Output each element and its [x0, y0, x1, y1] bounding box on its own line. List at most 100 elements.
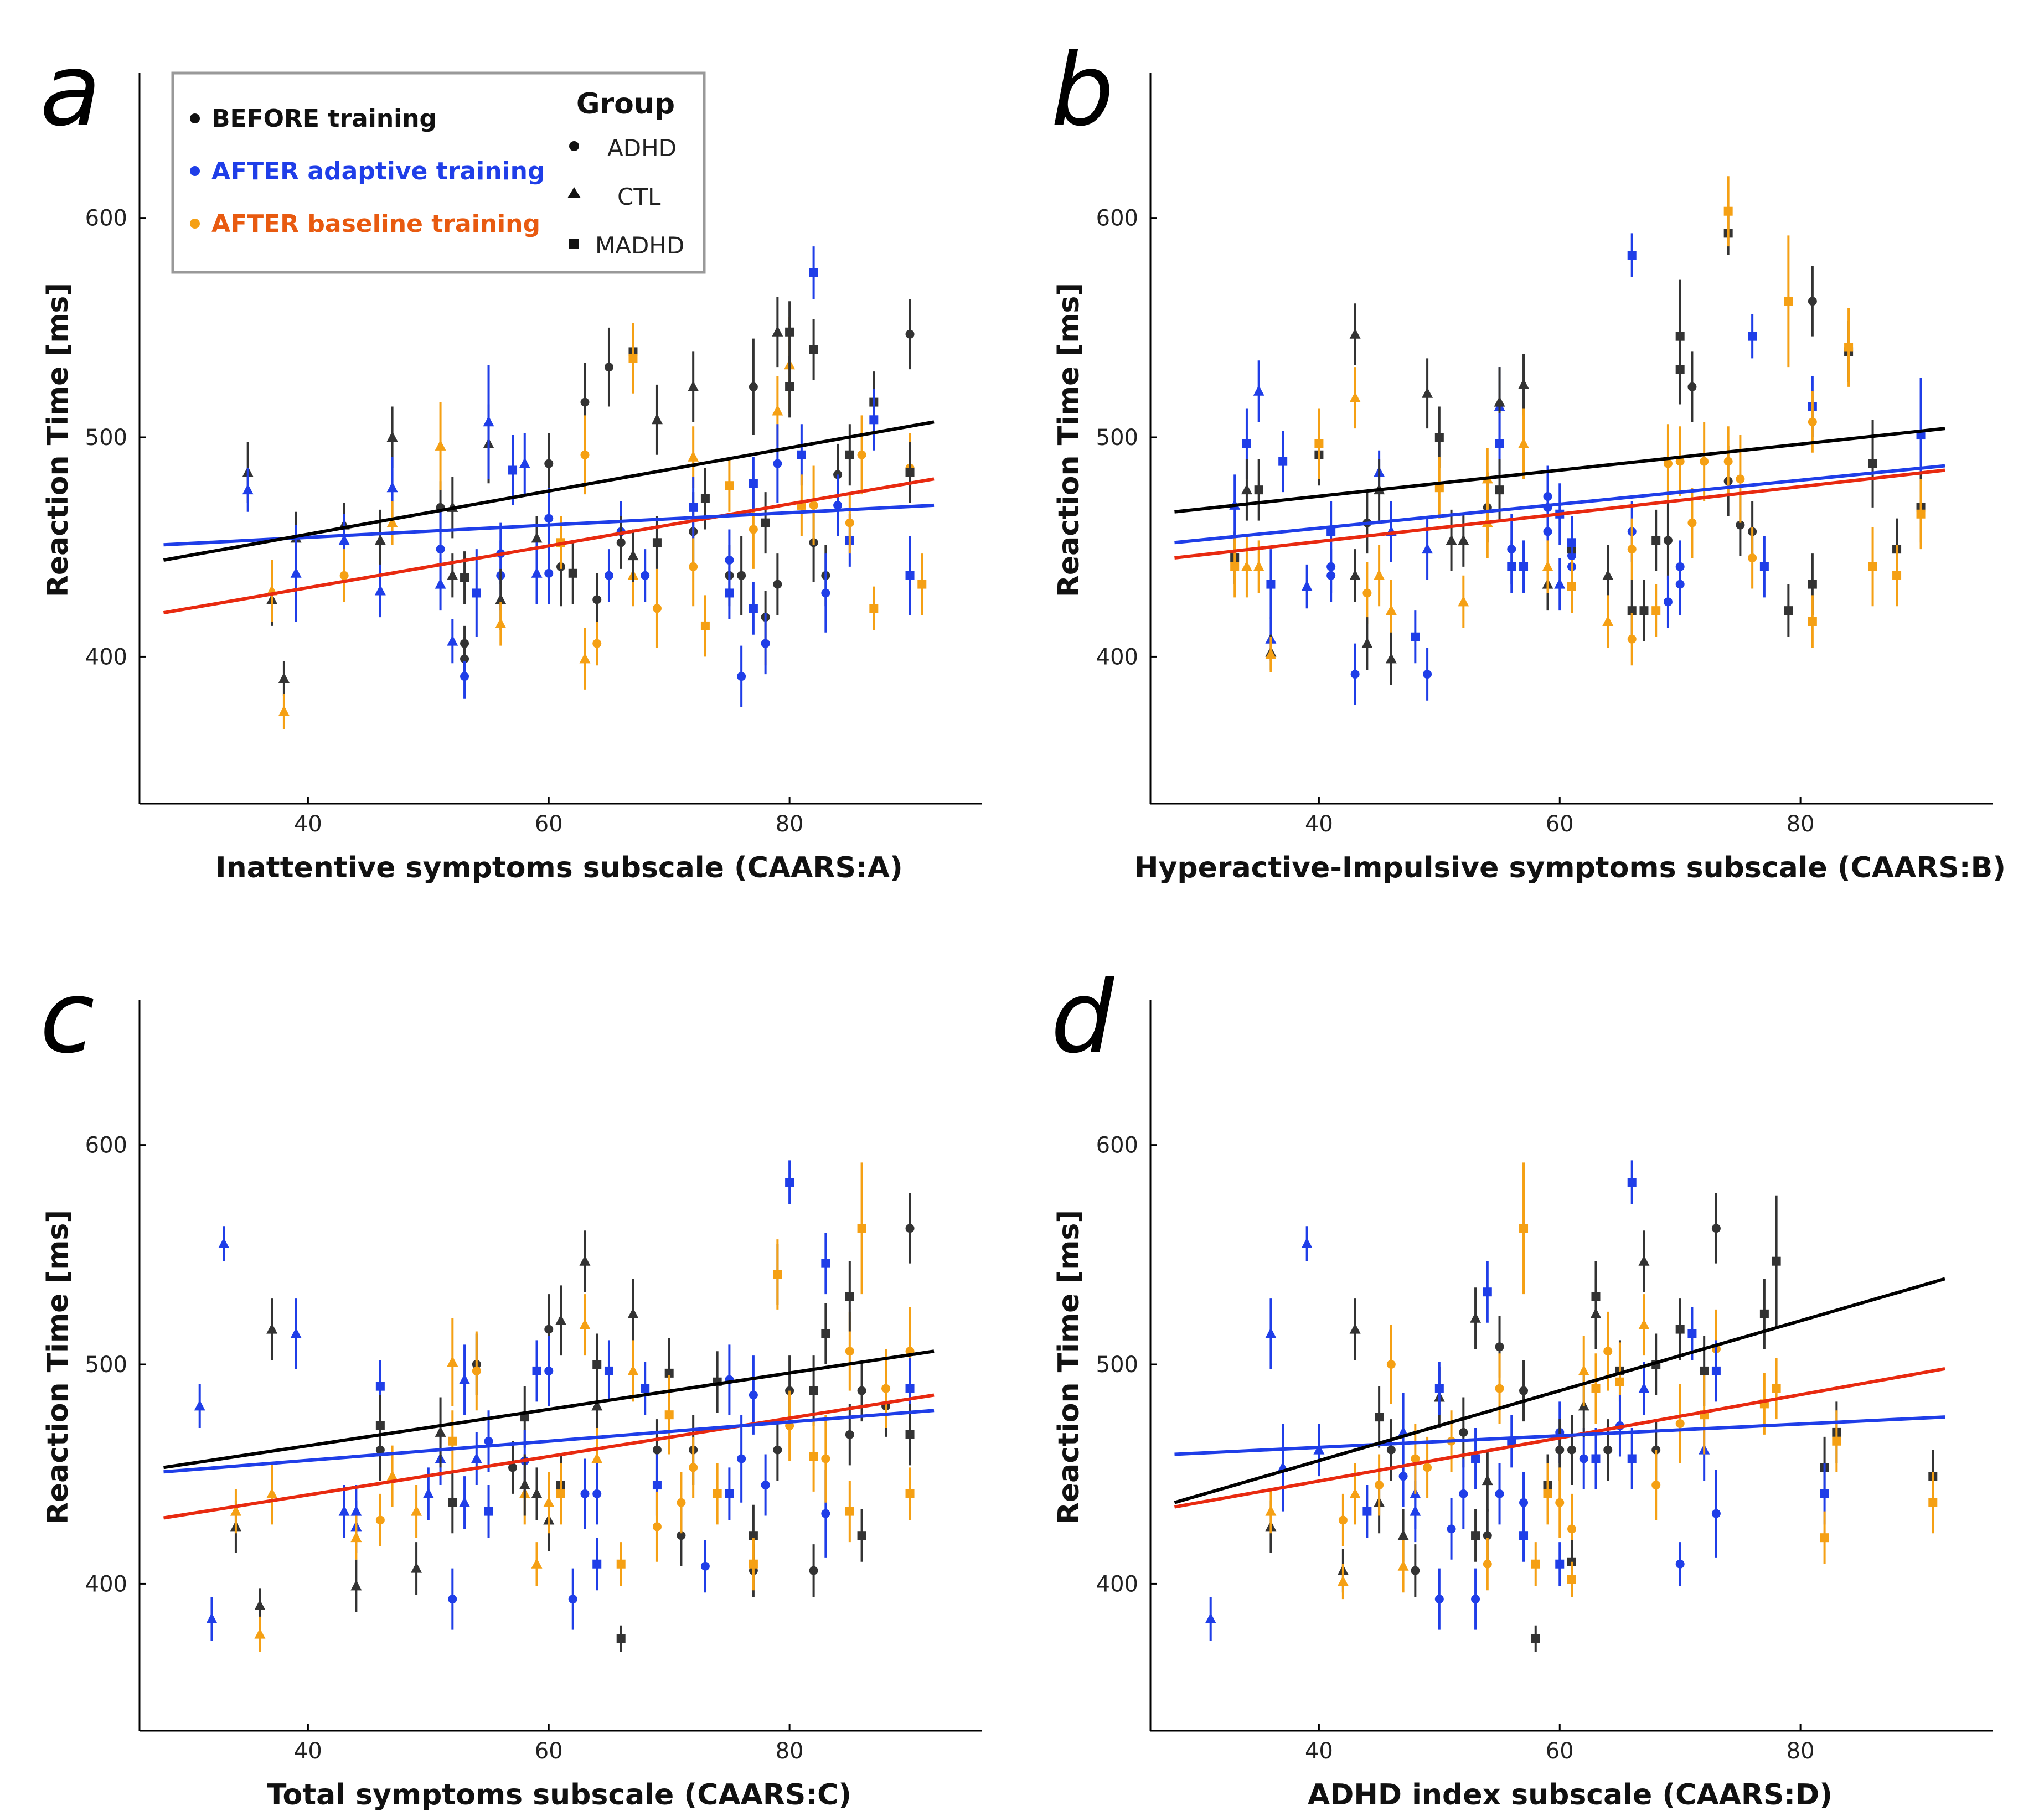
marker-triangle — [1349, 1487, 1361, 1498]
marker-square — [725, 1489, 734, 1498]
data-point-before-madhd — [1772, 1195, 1781, 1327]
marker-circle — [580, 450, 590, 459]
marker-circle — [1434, 1595, 1444, 1604]
data-point-before-adhd — [773, 1419, 782, 1481]
regression-line-adaptive — [163, 1409, 935, 1474]
marker-triangle — [278, 705, 290, 716]
marker-triangle — [1385, 653, 1397, 664]
data-point-adaptive-madhd — [821, 1233, 830, 1295]
marker-triangle — [531, 1558, 543, 1569]
marker-square — [1723, 206, 1733, 216]
data-point-baseline-madhd — [917, 553, 927, 615]
marker-triangle — [338, 1505, 350, 1516]
data-point-adaptive-ctl — [459, 1476, 471, 1529]
marker-square — [1495, 485, 1504, 495]
marker-triangle — [1602, 615, 1614, 626]
data-point-adaptive-ctl — [290, 1298, 302, 1369]
marker-circle — [1495, 1489, 1504, 1498]
data-point-before-adhd — [1411, 1544, 1420, 1597]
marker-triangle — [1397, 1529, 1409, 1540]
data-point-baseline-madhd — [857, 1162, 866, 1295]
data-point-adaptive-ctl — [218, 1226, 230, 1261]
data-point-baseline-ctl — [543, 1472, 555, 1534]
marker-square — [460, 573, 469, 582]
data-point-baseline-adhd — [845, 492, 854, 554]
marker-circle — [544, 568, 554, 578]
marker-square — [1591, 1454, 1601, 1463]
marker-circle — [604, 571, 613, 580]
marker-circle — [448, 1595, 457, 1604]
data-point-before-madhd — [1675, 334, 1685, 405]
data-point-before-madhd — [761, 492, 770, 554]
marker-triangle — [1337, 1575, 1349, 1586]
marker-triangle — [1361, 637, 1373, 648]
panel-a-ylabel: Reaction Time [ms] — [42, 283, 75, 597]
marker-square — [700, 621, 710, 630]
data-point-baseline-ctl — [1265, 1489, 1277, 1534]
marker-square — [1627, 1454, 1637, 1463]
data-point-baseline-madhd — [1543, 1463, 1552, 1525]
legend-adhd-marker — [569, 141, 579, 151]
data-point-baseline-ctl — [1542, 540, 1553, 593]
data-point-adaptive-madhd — [869, 389, 879, 451]
marker-circle — [436, 545, 445, 554]
marker-circle — [905, 1224, 915, 1233]
marker-circle — [1386, 1360, 1396, 1369]
data-point-baseline-ctl — [266, 1463, 278, 1525]
marker-circle — [604, 363, 613, 372]
data-point-baseline-madhd — [1784, 235, 1793, 368]
marker-square — [1808, 617, 1817, 626]
data-point-baseline-madhd — [628, 323, 638, 394]
marker-square — [1278, 457, 1288, 466]
data-point-baseline-madhd — [1230, 536, 1240, 598]
marker-square — [1314, 439, 1324, 448]
data-point-baseline-madhd — [809, 1421, 818, 1492]
data-point-baseline-adhd — [1386, 1325, 1396, 1404]
data-point-adaptive-ctl — [435, 558, 446, 611]
marker-square — [1254, 485, 1263, 495]
marker-square — [616, 1634, 626, 1643]
marker-circle — [845, 1430, 854, 1439]
marker-triangle — [1494, 396, 1505, 407]
marker-circle — [737, 571, 746, 580]
marker-triangle — [290, 567, 302, 578]
marker-circle — [1675, 457, 1685, 466]
data-point-before-ctl — [435, 1397, 446, 1468]
data-point-adaptive-adhd — [1579, 1427, 1588, 1489]
marker-circle — [1543, 527, 1552, 536]
marker-square — [1832, 1436, 1841, 1446]
data-point-adaptive-adhd — [773, 424, 782, 503]
marker-circle — [761, 1481, 770, 1490]
data-point-before-ctl — [1470, 1287, 1482, 1349]
marker-square — [641, 1384, 650, 1393]
data-point-before-madhd — [845, 424, 854, 486]
marker-triangle — [230, 1505, 241, 1516]
marker-square — [1651, 606, 1661, 615]
marker-square — [1892, 571, 1902, 580]
marker-triangle — [627, 1307, 639, 1318]
data-point-before-madhd — [1784, 584, 1793, 637]
data-point-adaptive-adhd — [1350, 643, 1360, 705]
marker-square — [809, 268, 818, 277]
data-point-adaptive-adhd — [737, 645, 746, 707]
data-point-adaptive-adhd — [544, 1336, 554, 1406]
marker-triangle — [519, 457, 530, 468]
marker-square — [1266, 580, 1276, 589]
marker-square — [1627, 251, 1637, 260]
marker-square — [857, 1531, 866, 1540]
marker-triangle — [543, 1496, 555, 1507]
data-point-baseline-ctl — [1458, 575, 1469, 628]
data-point-baseline-adhd — [1483, 1538, 1492, 1591]
data-point-adaptive-ctl — [338, 1485, 350, 1538]
marker-circle — [1663, 459, 1673, 468]
data-point-baseline-ctl — [230, 1489, 241, 1534]
data-point-before-madhd — [821, 1303, 830, 1365]
marker-square — [869, 604, 879, 613]
marker-square — [749, 1531, 758, 1540]
data-point-adaptive-adhd — [460, 654, 469, 699]
marker-square — [508, 465, 518, 475]
marker-triangle — [1518, 378, 1530, 389]
marker-circle — [1495, 1384, 1504, 1393]
data-point-adaptive-ctl — [290, 525, 302, 622]
data-point-adaptive-ctl — [519, 433, 530, 495]
